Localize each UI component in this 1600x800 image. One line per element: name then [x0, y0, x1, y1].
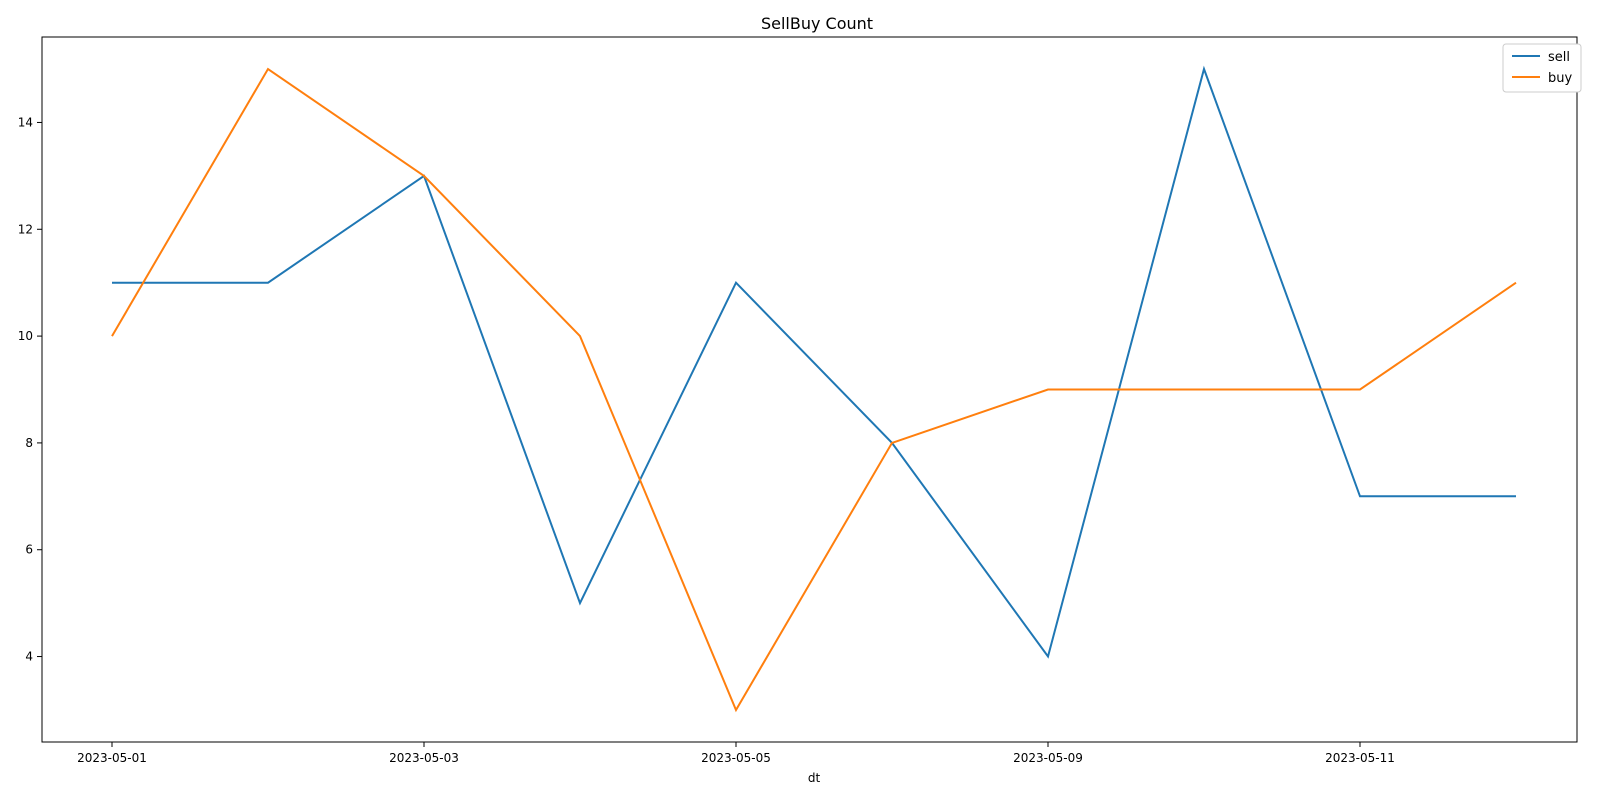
y-tick-label: 6: [25, 543, 33, 557]
y-tick-label: 10: [18, 329, 33, 343]
legend-label-sell: sell: [1548, 50, 1570, 65]
y-tick-label: 8: [25, 436, 33, 450]
series-layer: [111, 65, 1517, 713]
x-tick-label: 2023-05-09: [1013, 751, 1083, 765]
x-tick-label: 2023-05-11: [1325, 751, 1395, 765]
plot-area-frame: [41, 36, 1578, 743]
legend-label-buy: buy: [1548, 71, 1572, 86]
y-tick-label: 14: [18, 115, 33, 129]
y-tick-label: 4: [25, 650, 33, 664]
series-line-buy: [111, 67, 1517, 713]
chart-title: SellBuy Count: [761, 14, 873, 33]
x-tick-label: 2023-05-03: [389, 751, 459, 765]
x-axis-label: dt: [808, 771, 821, 785]
legend: sell buy: [1502, 43, 1582, 93]
y-tick-label: 12: [18, 222, 33, 236]
x-tick-label: 2023-05-01: [77, 751, 147, 765]
series-line-sell: [112, 65, 1516, 659]
x-axis: 2023-05-01 2023-05-03 2023-05-05 2023-05-09…: [77, 742, 1395, 765]
x-tick-label: 2023-05-05: [701, 751, 771, 765]
y-axis: 4 6 8 10 12 14: [18, 115, 42, 664]
